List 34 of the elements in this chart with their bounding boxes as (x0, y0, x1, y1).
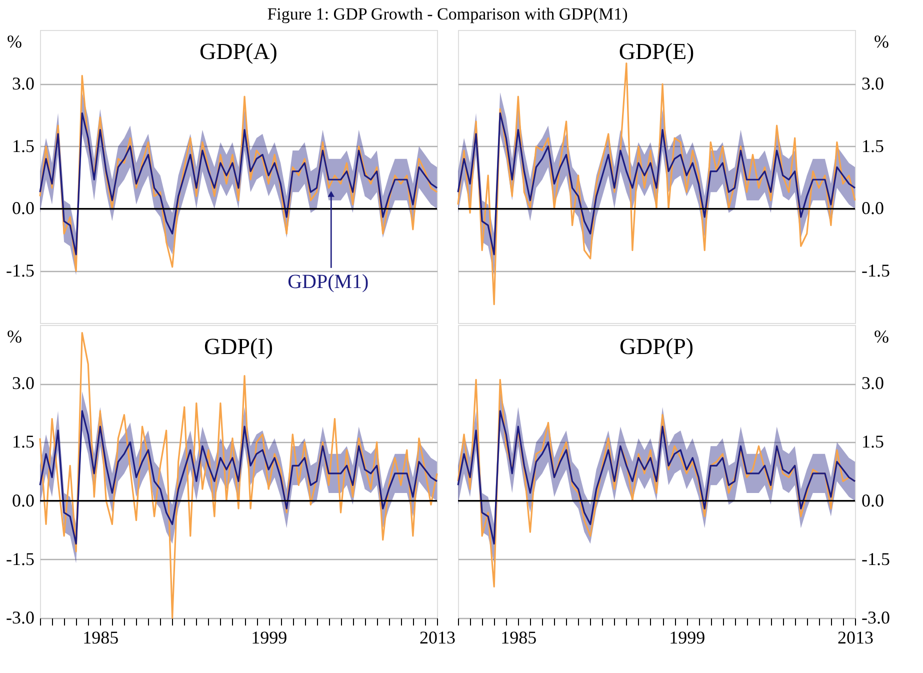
y2-tick-label: 0.0 (862, 198, 884, 218)
y-tick-label: 0.0 (12, 490, 34, 510)
y2-tick-label: 3.0 (862, 74, 884, 94)
y2-tick-label: -1.5 (862, 260, 890, 281)
y-tick-label: -3.0 (6, 608, 34, 628)
y2-tick-label: 1.5 (862, 432, 884, 452)
x-tick-label: 1999 (251, 628, 288, 648)
y2-tick-label: 1.5 (862, 136, 884, 156)
annotation: GDP(M1) (288, 270, 369, 293)
y2-tick-label: 0.0 (862, 490, 884, 510)
y-tick-label: -1.5 (6, 548, 34, 569)
y-tick-label: -1.5 (6, 260, 34, 281)
y-tick-label: 3.0 (12, 74, 34, 94)
y2-tick-label: -1.5 (862, 548, 890, 569)
chart-title: GDP(I) (204, 334, 273, 359)
chart-title: GDP(E) (618, 39, 694, 64)
x-tick-label: 1985 (500, 628, 537, 648)
x-tick-label: 1999 (669, 628, 706, 648)
y2-tick-label: -3.0 (862, 608, 890, 628)
y-tick-label: 0.0 (12, 198, 34, 218)
x-tick-label: 2013 (838, 628, 874, 648)
y2-tick-label: 3.0 (862, 373, 884, 394)
x-tick-label: 2013 (420, 628, 456, 648)
y-axis-title: % (7, 326, 22, 346)
y2-axis-title: % (874, 32, 889, 52)
y2-axis-title: % (874, 326, 889, 346)
x-tick-label: 1985 (82, 628, 119, 648)
chart-title: GDP(P) (619, 334, 694, 359)
y-tick-label: 1.5 (12, 136, 34, 156)
caption: Figure 1: GDP Growth - Comparison with GDP(M1) (267, 4, 628, 24)
y-tick-label: 3.0 (12, 373, 34, 394)
chart-title: GDP(A) (200, 39, 278, 64)
y-axis-title: % (7, 32, 22, 52)
y-tick-label: 1.5 (12, 432, 34, 452)
